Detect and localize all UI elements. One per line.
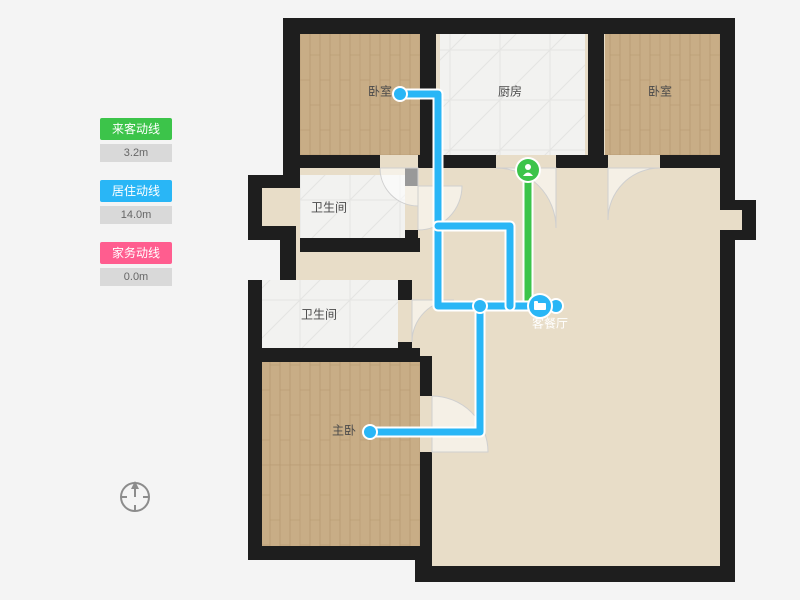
compass-icon bbox=[118, 480, 152, 514]
legend-distance: 3.2m bbox=[100, 144, 172, 162]
room-master_bedroom bbox=[262, 360, 420, 546]
legend: 来客动线 3.2m 居住动线 14.0m 家务动线 0.0m bbox=[100, 118, 190, 304]
legend-distance: 14.0m bbox=[100, 206, 172, 224]
room-bedroom_ne bbox=[605, 34, 720, 155]
legend-tag: 家务动线 bbox=[100, 242, 172, 264]
legend-distance: 0.0m bbox=[100, 268, 172, 286]
room-kitchen bbox=[440, 34, 585, 155]
legend-tag: 来客动线 bbox=[100, 118, 172, 140]
legend-tag: 居住动线 bbox=[100, 180, 172, 202]
room-bath_lower bbox=[262, 280, 398, 350]
